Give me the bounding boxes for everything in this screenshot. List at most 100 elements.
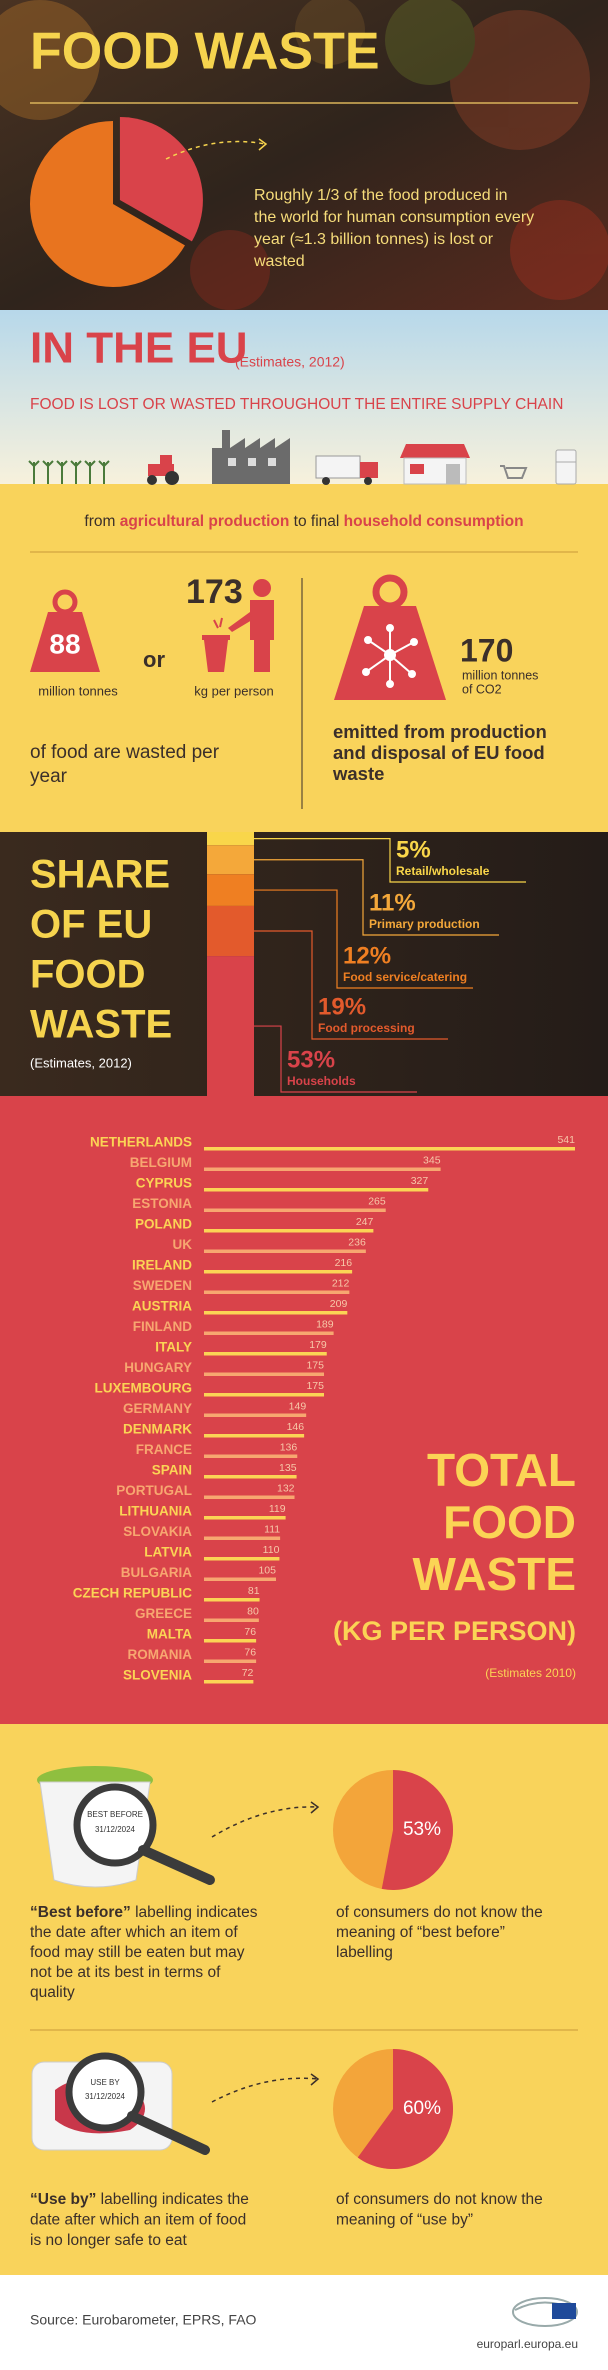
pie-caption: meaning of “use by” — [336, 2212, 473, 2229]
country: POLAND — [135, 1217, 192, 1232]
country: ROMANIA — [128, 1647, 193, 1662]
pie — [30, 116, 203, 287]
country: SLOVAKIA — [123, 1524, 192, 1539]
value-label: 136 — [280, 1441, 298, 1453]
site: europarl.europa.eu — [477, 2337, 578, 2351]
bar — [204, 1167, 441, 1171]
value-label: 81 — [248, 1585, 260, 1597]
share-label: Retail/wholesale — [396, 864, 490, 878]
bar — [204, 1495, 295, 1499]
co2-value: 170 — [460, 632, 513, 668]
arrow — [165, 140, 266, 160]
share-title: SHARE — [30, 853, 170, 897]
pie-label: 60% — [403, 2098, 441, 2119]
yogurt-icon — [37, 1766, 215, 1888]
share-value: 12% — [343, 942, 391, 969]
label-line: date after which an item of food — [30, 2212, 246, 2229]
pie-label: 53% — [403, 1819, 441, 1840]
share-value: 5% — [396, 836, 431, 863]
label-line: the date after which an item of — [30, 1924, 238, 1941]
eu-bg — [0, 310, 608, 484]
total-bg — [0, 1096, 608, 1724]
share-segment — [207, 845, 254, 875]
weight-icon — [30, 589, 100, 672]
pie-caption: labelling — [336, 1944, 393, 1961]
label-bold: “Use by” — [30, 2191, 96, 2208]
share-label: Primary production — [369, 917, 480, 931]
title: FOOD WASTE — [30, 23, 380, 81]
footer-bg — [0, 2275, 608, 2370]
value-label: 119 — [269, 1503, 286, 1515]
supply-chain-icons — [28, 430, 577, 485]
pie-rest — [30, 121, 185, 287]
eu-title: IN THE EU — [30, 324, 248, 373]
pie-caption: of consumers do not know the — [336, 2191, 543, 2208]
label-text: “Use by” labelling indicates the — [30, 2191, 249, 2208]
bar — [204, 1413, 307, 1417]
bar — [204, 1557, 280, 1561]
value-label: 105 — [258, 1564, 276, 1576]
country: LUXEMBOURG — [95, 1381, 193, 1396]
co2-caption: and disposal of EU food — [333, 742, 545, 763]
bar — [204, 1577, 277, 1581]
total-title: WASTE — [412, 1548, 576, 1600]
bar — [204, 1229, 374, 1233]
bar — [204, 1598, 260, 1602]
share-segment — [207, 832, 254, 846]
leader-line — [254, 889, 473, 989]
meat-icon — [31, 2052, 210, 2155]
bar — [204, 1434, 305, 1438]
bar — [204, 1475, 297, 1479]
label-bold: “Best before” — [30, 1904, 131, 1921]
share-title: OF EU — [30, 903, 152, 947]
food-value: 88 — [49, 628, 80, 659]
share-segment — [207, 956, 254, 1096]
pie-caption: meaning of “best before” — [336, 1924, 505, 1941]
bar — [204, 1639, 257, 1643]
country: UK — [173, 1237, 193, 1252]
leader-line — [254, 930, 448, 1040]
pie-slice — [381, 1770, 454, 1891]
value-label: 175 — [306, 1380, 324, 1392]
country: FRANCE — [136, 1442, 192, 1457]
value-label: 236 — [348, 1236, 366, 1248]
stamp: 31/12/2024 — [95, 1825, 136, 1834]
bar — [204, 1659, 257, 1663]
share-segment — [207, 874, 254, 906]
value-label: 146 — [287, 1421, 305, 1433]
value-label: 327 — [411, 1175, 429, 1187]
ep-logo — [512, 2297, 578, 2327]
eu-subtitle: FOOD IS LOST OR WASTED THROUGHOUT THE EN… — [30, 396, 563, 413]
chain-part: household consumption — [344, 513, 524, 530]
value-label: 132 — [277, 1482, 295, 1494]
country: SLOVENIA — [123, 1668, 192, 1683]
country: LATVIA — [144, 1545, 192, 1560]
country: SPAIN — [152, 1463, 192, 1478]
arrow-head — [258, 138, 268, 151]
bar — [204, 1188, 429, 1192]
share-label: Food service/catering — [343, 970, 467, 984]
country: PORTUGAL — [116, 1483, 192, 1498]
leader-line — [254, 1025, 417, 1093]
eu-note: (Estimates, 2012) — [235, 354, 345, 370]
bar — [204, 1454, 298, 1458]
value-label: 76 — [244, 1646, 256, 1658]
share-value: 19% — [318, 993, 366, 1020]
label-line: food may still be eaten but may — [30, 1944, 245, 1961]
or: or — [143, 647, 165, 672]
bar — [204, 1311, 348, 1315]
value-label: 216 — [335, 1257, 353, 1269]
country: IRELAND — [132, 1258, 192, 1273]
share-note: (Estimates, 2012) — [30, 1055, 132, 1070]
person-value: 173 — [186, 573, 243, 611]
intro-text: Roughly 1/3 of the food produced in the w… — [253, 187, 534, 270]
label-line: quality — [30, 1984, 75, 2001]
value-label: 80 — [247, 1605, 259, 1617]
value-label: 179 — [309, 1339, 327, 1351]
food-caption: year — [30, 766, 68, 787]
total-title: FOOD — [443, 1496, 576, 1548]
person-icon — [202, 579, 274, 672]
share-title: WASTE — [30, 1003, 172, 1047]
